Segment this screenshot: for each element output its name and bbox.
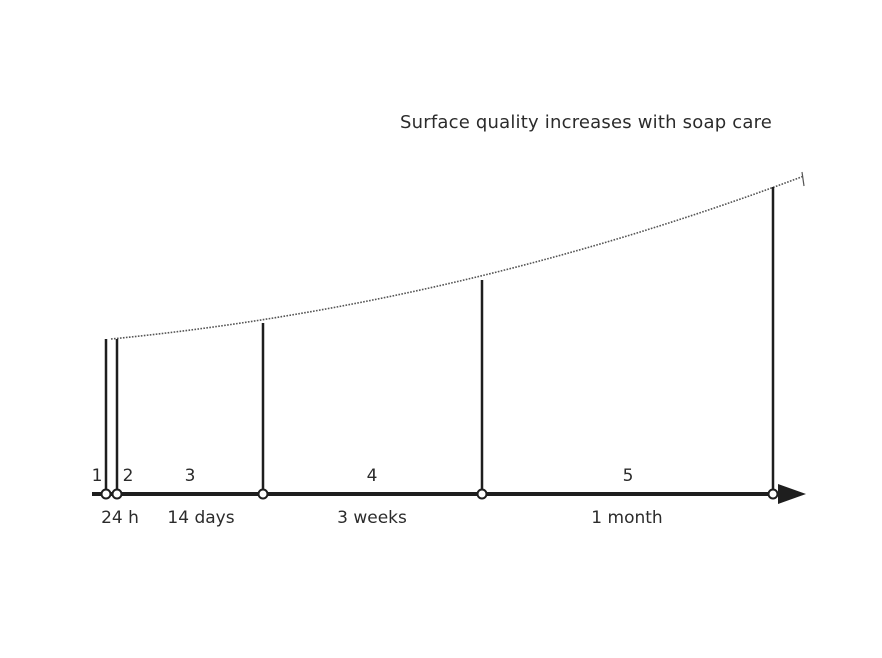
phase-4-number: 4: [367, 466, 378, 486]
curve-end-tick: [801, 171, 805, 187]
phase-5-number: 5: [623, 466, 634, 486]
milestone-circle: [257, 488, 269, 500]
phase-3-number: 3: [185, 466, 196, 486]
duration-1-month: 1 month: [591, 508, 662, 528]
milestone-circle: [767, 488, 779, 500]
duration-3-weeks: 3 weeks: [337, 508, 407, 528]
duration-14-days: 14 days: [167, 508, 234, 528]
quality-curve: [110, 175, 805, 340]
milestone-circle: [111, 488, 123, 500]
time-axis-arrowhead: [778, 484, 806, 504]
milestone-circle: [100, 488, 112, 500]
phase-1-number: 1: [92, 466, 103, 486]
duration-24h: 24 h: [101, 508, 139, 528]
diagram-caption: Surface quality increases with soap care: [400, 112, 773, 133]
milestone-circle: [476, 488, 488, 500]
phase-2-number: 2: [123, 466, 134, 486]
